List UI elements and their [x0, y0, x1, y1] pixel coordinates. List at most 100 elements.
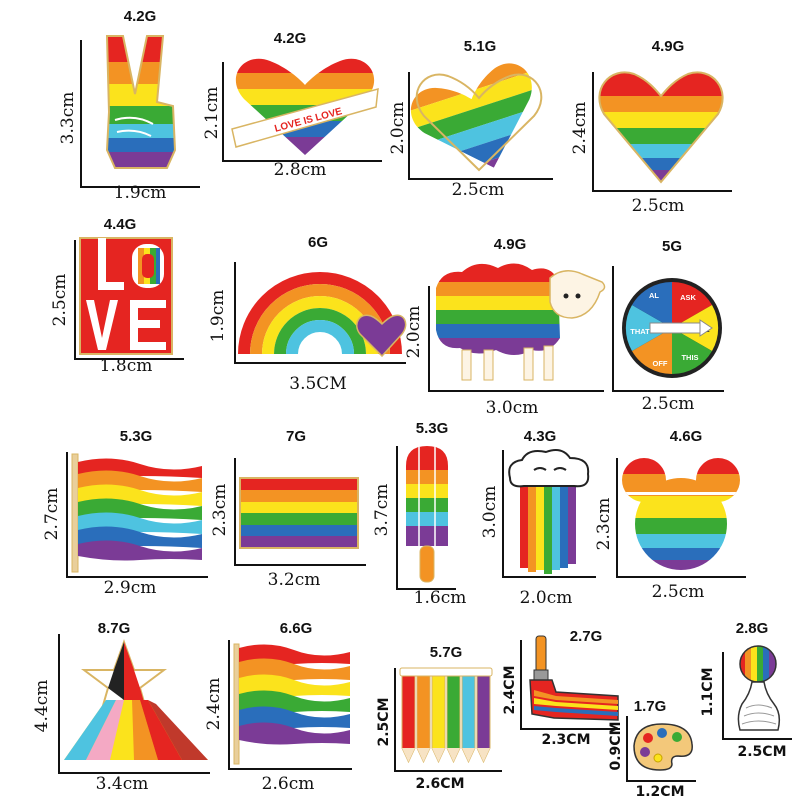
rect-flag-image — [239, 477, 359, 549]
axis-line — [74, 358, 184, 360]
pin-width: 1.2CM — [635, 784, 685, 800]
pin-weight: 5.7G — [429, 644, 463, 661]
cloud-rainbow-image — [508, 449, 590, 574]
axis-line — [616, 576, 746, 578]
axis-line — [222, 62, 224, 162]
pin-weight: 4.4G — [103, 216, 137, 233]
pin-width: 1.6cm — [413, 588, 467, 608]
pin-height: 3.7cm — [372, 483, 392, 537]
pin-height: 3.3cm — [58, 91, 78, 145]
axis-line — [234, 564, 366, 566]
pin-height: 2.4cm — [570, 101, 590, 155]
pin-weight: 4.2G — [123, 8, 157, 25]
pin-width: 2.8cm — [273, 160, 327, 180]
pencils-image — [399, 667, 493, 764]
pin-weight: 5.3G — [415, 420, 449, 437]
axis-line — [612, 390, 724, 392]
pin-height: 2.4cm — [204, 677, 224, 731]
pin-width: 2.5cm — [451, 180, 505, 200]
pin-width: 2.6cm — [261, 774, 315, 794]
pin-width: 2.5cm — [631, 196, 685, 216]
pin-height: 1.1CM — [700, 667, 716, 717]
pin-weight: 1.7G — [633, 698, 667, 715]
axis-line — [408, 72, 410, 180]
pin-height: 0.9CM — [608, 721, 624, 771]
pin-weight: 4.3G — [523, 428, 557, 445]
axis-line — [428, 390, 604, 392]
axis-line — [592, 72, 594, 192]
pin-width: 3.0cm — [485, 398, 539, 418]
pin-height: 2.0cm — [404, 305, 424, 359]
pin-weight: 4.9G — [651, 38, 685, 55]
axis-line — [80, 40, 82, 188]
axis-line — [396, 588, 456, 590]
pin-height: 4.4cm — [32, 679, 52, 733]
pin-weight: 4.6G — [669, 428, 703, 445]
rainbow-sheep-image — [436, 263, 606, 381]
pin-weight: 5.3G — [119, 428, 153, 445]
pin-weight: 5G — [661, 238, 683, 255]
axis-line — [520, 640, 522, 730]
axis-line — [502, 576, 596, 578]
love-is-love-heart-image: LOVE IS LOVE — [231, 58, 379, 156]
axis-line — [66, 576, 208, 578]
axis-line — [428, 286, 430, 392]
balloon-image — [737, 645, 781, 731]
wheel-word: THIS — [681, 353, 698, 362]
axis-line — [612, 266, 614, 392]
pin-width: 3.5CM — [289, 374, 347, 394]
pin-weight: 8.7G — [97, 620, 131, 637]
paint-brush-image — [529, 635, 619, 721]
pin-weight: 2.7G — [569, 628, 603, 645]
axis-line — [394, 770, 502, 772]
wheel-word: ASK — [680, 293, 696, 302]
axis-line — [520, 728, 620, 730]
pin-height: 2.7cm — [42, 487, 62, 541]
pin-height: 3.0cm — [480, 485, 500, 539]
axis-line — [722, 652, 724, 740]
pin-width: 2.5CM — [737, 744, 787, 760]
mouse-ears-image — [622, 458, 740, 570]
pin-width: 3.2cm — [267, 570, 321, 590]
pole-flag-image — [233, 643, 350, 765]
love-block-image — [79, 237, 173, 355]
axis-line — [228, 768, 352, 770]
axis-line — [222, 160, 382, 162]
pin-weight: 6.6G — [279, 620, 313, 637]
axis-line — [626, 780, 696, 782]
axis-line — [502, 450, 504, 578]
diagonal-heart-image — [405, 57, 554, 187]
wheel-word: OFF — [653, 359, 668, 368]
pin-width: 1.8cm — [99, 356, 153, 376]
pin-weight: 6G — [307, 234, 329, 251]
pin-height: 2.1cm — [202, 86, 222, 140]
peace-hand-image — [105, 35, 177, 169]
pin-weight: 5.1G — [463, 38, 497, 55]
striped-heart-image — [598, 71, 724, 184]
pin-height: 2.3cm — [594, 497, 614, 551]
pin-height: 2.5cm — [50, 273, 70, 327]
spinner-image: ASK ME THIS OFF THAT AL — [622, 278, 722, 378]
axis-line — [234, 458, 236, 566]
pin-height: 2.0cm — [388, 101, 408, 155]
axis-line — [80, 186, 200, 188]
wavy-flag-image — [71, 453, 202, 573]
pin-weight: 4.2G — [273, 30, 307, 47]
wheel-word: THAT — [630, 327, 650, 336]
pin-width: 2.5cm — [641, 394, 695, 414]
pin-width: 2.9cm — [103, 578, 157, 598]
pin-width: 2.3CM — [541, 732, 591, 748]
axis-line — [234, 262, 236, 364]
palette-image — [633, 723, 693, 771]
axis-line — [228, 640, 230, 770]
pin-width: 2.0cm — [519, 588, 573, 608]
pin-width: 3.4cm — [95, 774, 149, 794]
axis-line — [592, 190, 732, 192]
rainbow-heart-image — [238, 272, 407, 358]
star-dress-image — [64, 639, 208, 760]
axis-line — [58, 634, 60, 774]
axis-line — [396, 446, 398, 590]
pin-weight: 4.9G — [493, 236, 527, 253]
axis-line — [58, 772, 210, 774]
